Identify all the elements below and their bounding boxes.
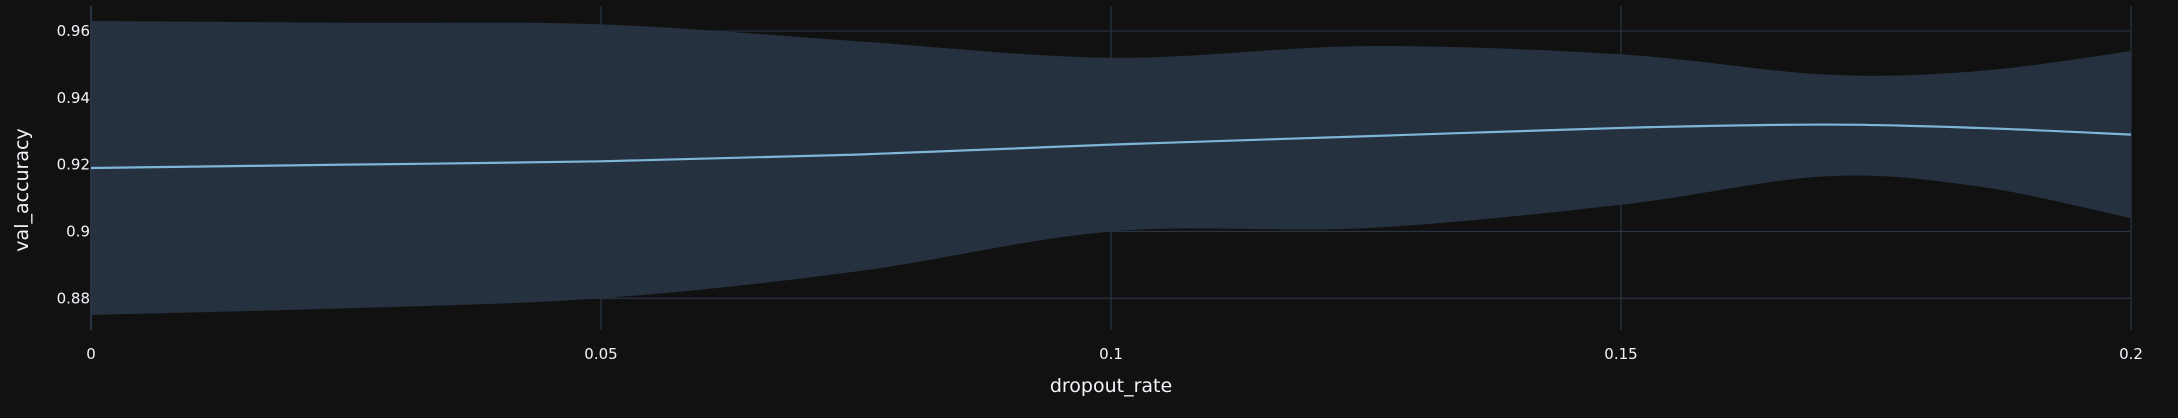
y-axis-title: val_accuracy	[11, 128, 33, 251]
y-tick-label: 0.96	[57, 22, 90, 40]
x-tick-label: 0.05	[584, 345, 617, 363]
x-tick-label: 0.2	[2119, 345, 2143, 363]
y-tick-label: 0.94	[57, 89, 90, 107]
x-tick-label: 0.15	[1604, 345, 1637, 363]
y-tick-label: 0.9	[66, 222, 90, 240]
y-tick-label: 0.88	[57, 289, 90, 307]
confidence-band-layer	[91, 21, 2131, 315]
line-layer	[90, 123, 2132, 170]
y-tick-label: 0.92	[57, 156, 90, 174]
tick-labels: 0 0.05 0.1 0.15 0.2 0.88 0.9 0.92 0.94 0.96	[57, 22, 2143, 363]
x-axis-title: dropout_rate	[1050, 375, 1172, 397]
x-tick-label: 0.1	[1099, 345, 1123, 363]
x-tick-label: 0	[86, 345, 96, 363]
confidence-band	[91, 21, 2131, 315]
mean-line	[90, 123, 2132, 170]
